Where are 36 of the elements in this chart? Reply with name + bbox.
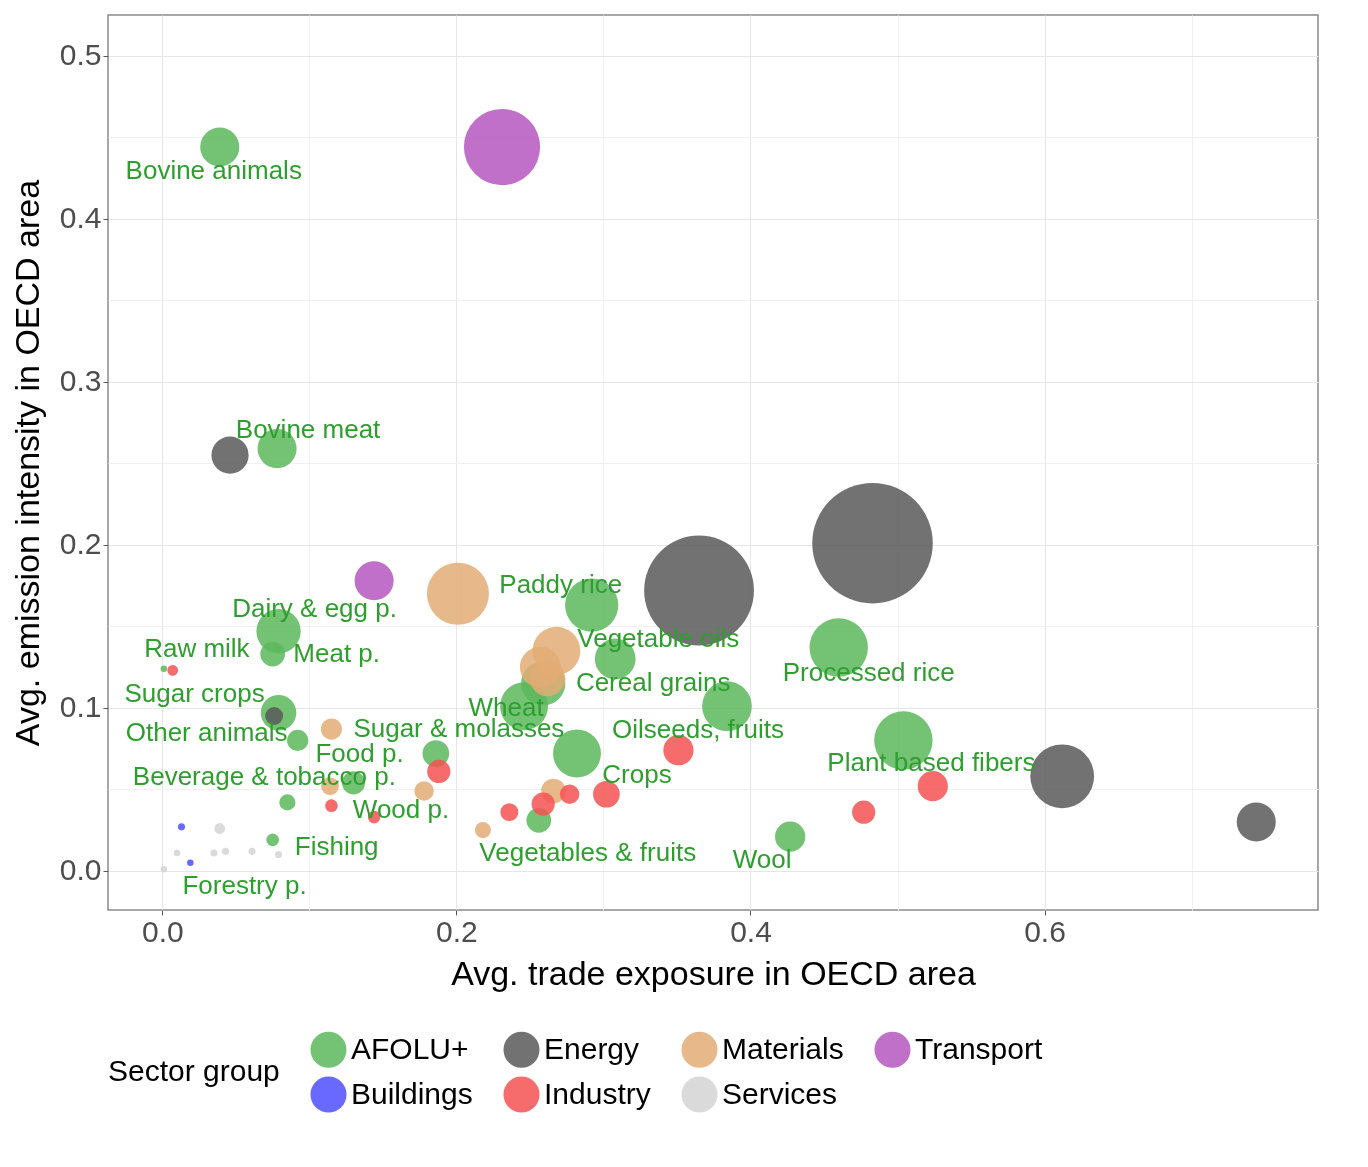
annotation: Meat p. <box>293 638 381 669</box>
x-tick-label: 0.4 <box>730 914 772 948</box>
annotation: Bovine animals <box>125 155 302 186</box>
annotation: Other animals <box>125 717 288 748</box>
annotation: Sugar crops <box>124 677 265 708</box>
y-tick-label: 0.1 <box>59 690 102 724</box>
y-tick-label: 0.2 <box>59 527 102 561</box>
annotation: Forestry p. <box>182 869 307 900</box>
y-axis-title: Avg. emission intensity in OECD area <box>7 179 46 747</box>
annotation: Vegetables & fruits <box>479 837 697 868</box>
x-tick-label: 0.2 <box>436 914 478 948</box>
x-tick-label: 0.6 <box>1024 914 1066 948</box>
legend-label: AFOLU+ <box>351 1031 469 1065</box>
annotation: Cereal grains <box>575 667 731 698</box>
annotation: Wool <box>732 843 792 874</box>
x-tick-label: 0.0 <box>142 914 184 948</box>
annotation: Dairy & egg p. <box>232 593 397 624</box>
y-tick-label: 0.4 <box>59 201 102 235</box>
annotation: Oilseeds, fruits <box>611 714 784 745</box>
legend-label: Transport <box>915 1031 1043 1065</box>
annotation: Wood p. <box>352 794 450 825</box>
y-tick-label: 0.3 <box>59 364 102 398</box>
legend-label: Services <box>722 1076 838 1110</box>
legend-label: Buildings <box>351 1076 473 1110</box>
y-tick-label: 0.0 <box>59 853 102 887</box>
legend-label: Industry <box>544 1076 651 1110</box>
legend-label: Materials <box>722 1031 844 1065</box>
legend-label: Energy <box>544 1031 640 1065</box>
annotation: Processed rice <box>782 656 955 687</box>
annotation: Raw milk <box>144 632 251 663</box>
annotation: Crops <box>602 759 672 790</box>
y-tick-label: 0.5 <box>59 38 102 72</box>
x-axis-title: Avg. trade exposure in OECD area <box>451 953 976 992</box>
legend-title: Sector group <box>108 1054 280 1087</box>
annotation: Fishing <box>294 830 379 861</box>
annotation: Bovine meat <box>235 413 382 444</box>
